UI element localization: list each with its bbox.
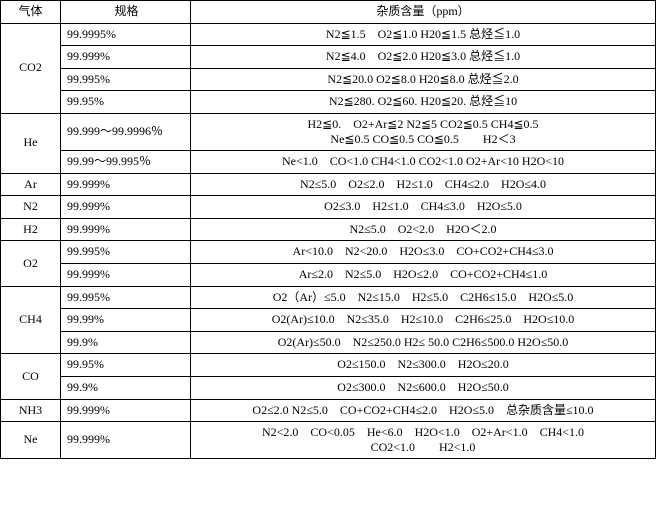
gas-cell: O2 <box>1 241 61 286</box>
gas-cell: NH3 <box>1 399 61 422</box>
impurity-cell: O2≤150.0 N2≤300.0 H2O≤20.0 <box>191 354 656 377</box>
spec-cell: 99.95% <box>61 91 191 114</box>
impurity-cell: O2(Ar)≤10.0 N2≤35.0 H2≤10.0 C2H6≤25.0 H2… <box>191 309 656 332</box>
spec-cell: 99.999% <box>61 196 191 219</box>
table-row: Ne99.999%N2<2.0 CO<0.05 He<6.0 H2O<1.0 O… <box>1 422 656 459</box>
spec-cell: 99.995% <box>61 286 191 309</box>
table-row: CO299.9995%N2≦1.5 O2≦1.0 H20≦1.5 总烃≦1.0 <box>1 23 656 46</box>
table-row: 99.9%O2(Ar)≤50.0 N2≤250.0 H2≤ 50.0 C2H6≤… <box>1 331 656 354</box>
table-row: H299.999%N2≤5.0 O2<2.0 H2O＜2.0 <box>1 218 656 241</box>
table-row: He99.999～99.9996％H2≦0. O2+Ar≦2 N2≦5 CO2≦… <box>1 113 656 150</box>
gas-cell: N2 <box>1 196 61 219</box>
spec-cell: 99.95% <box>61 354 191 377</box>
gas-cell: Ar <box>1 173 61 196</box>
table-row: 99.99%O2(Ar)≤10.0 N2≤35.0 H2≤10.0 C2H6≤2… <box>1 309 656 332</box>
header-impurity: 杂质含量（ppm） <box>191 1 656 24</box>
impurity-cell: O2≤2.0 N2≤5.0 CO+CO2+CH4≤2.0 H2O≤5.0 总杂质… <box>191 399 656 422</box>
spec-cell: 99.999% <box>61 263 191 286</box>
spec-cell: 99.995% <box>61 68 191 91</box>
gas-cell: Ne <box>1 422 61 459</box>
impurity-cell: N2≦280. O2≦60. H20≦20. 总烃≦10 <box>191 91 656 114</box>
table-row: 99.999%N2≦4.0 O2≦2.0 H20≦3.0 总烃≦1.0 <box>1 46 656 69</box>
impurity-cell: N2≤5.0 O2<2.0 H2O＜2.0 <box>191 218 656 241</box>
spec-cell: 99.99% <box>61 309 191 332</box>
spec-cell: 99.9995% <box>61 23 191 46</box>
impurity-cell: Ne<1.0 CO<1.0 CH4<1.0 CO2<1.0 O2+Ar<10 H… <box>191 150 656 173</box>
table-row: 99.95%N2≦280. O2≦60. H20≦20. 总烃≦10 <box>1 91 656 114</box>
impurity-cell: N2≦20.0 O2≦8.0 H20≦8.0 总烃≦2.0 <box>191 68 656 91</box>
table-header-row: 气体 规格 杂质含量（ppm） <box>1 1 656 24</box>
table-row: NH399.999%O2≤2.0 N2≤5.0 CO+CO2+CH4≤2.0 H… <box>1 399 656 422</box>
impurity-cell: N2≤5.0 O2≤2.0 H2≤1.0 CH4≤2.0 H2O≤4.0 <box>191 173 656 196</box>
spec-cell: 99.99～99.995％ <box>61 150 191 173</box>
impurity-cell: H2≦0. O2+Ar≦2 N2≦5 CO2≦0.5 CH4≦0.5Ne≦0.5… <box>191 113 656 150</box>
table-row: Ar99.999%N2≤5.0 O2≤2.0 H2≤1.0 CH4≤2.0 H2… <box>1 173 656 196</box>
gas-cell: He <box>1 113 61 173</box>
spec-cell: 99.999～99.9996％ <box>61 113 191 150</box>
table-row: 99.999%Ar≤2.0 N2≤5.0 H2O≤2.0 CO+CO2+CH4≤… <box>1 263 656 286</box>
impurity-cell: O2(Ar)≤50.0 N2≤250.0 H2≤ 50.0 C2H6≤500.0… <box>191 331 656 354</box>
table-row: N299.999%O2≤3.0 H2≤1.0 CH4≤3.0 H2O≤5.0 <box>1 196 656 219</box>
table-row: 99.995%N2≦20.0 O2≦8.0 H20≦8.0 总烃≦2.0 <box>1 68 656 91</box>
spec-cell: 99.999% <box>61 173 191 196</box>
table-row: O299.995%Ar<10.0 N2<20.0 H2O≤3.0 CO+CO2+… <box>1 241 656 264</box>
impurity-cell: Ar<10.0 N2<20.0 H2O≤3.0 CO+CO2+CH4≤3.0 <box>191 241 656 264</box>
gas-spec-table: 气体 规格 杂质含量（ppm） CO299.9995%N2≦1.5 O2≦1.0… <box>0 0 656 459</box>
spec-cell: 99.999% <box>61 399 191 422</box>
spec-cell: 99.999% <box>61 46 191 69</box>
impurity-cell: O2（Ar）≤5.0 N2≤15.0 H2≤5.0 C2H6≤15.0 H2O≤… <box>191 286 656 309</box>
table-row: CO99.95%O2≤150.0 N2≤300.0 H2O≤20.0 <box>1 354 656 377</box>
table-row: CH499.995%O2（Ar）≤5.0 N2≤15.0 H2≤5.0 C2H6… <box>1 286 656 309</box>
spec-cell: 99.9% <box>61 376 191 399</box>
header-gas: 气体 <box>1 1 61 24</box>
gas-cell: CO2 <box>1 23 61 113</box>
impurity-cell: N2≦4.0 O2≦2.0 H20≦3.0 总烃≦1.0 <box>191 46 656 69</box>
spec-cell: 99.999% <box>61 218 191 241</box>
header-spec: 规格 <box>61 1 191 24</box>
impurity-cell: O2≤300.0 N2≤600.0 H2O≤50.0 <box>191 376 656 399</box>
gas-cell: CO <box>1 354 61 399</box>
table-body: CO299.9995%N2≦1.5 O2≦1.0 H20≦1.5 总烃≦1.09… <box>1 23 656 459</box>
table-row: 99.9%O2≤300.0 N2≤600.0 H2O≤50.0 <box>1 376 656 399</box>
spec-cell: 99.9% <box>61 331 191 354</box>
impurity-cell: O2≤3.0 H2≤1.0 CH4≤3.0 H2O≤5.0 <box>191 196 656 219</box>
gas-cell: H2 <box>1 218 61 241</box>
impurity-cell: Ar≤2.0 N2≤5.0 H2O≤2.0 CO+CO2+CH4≤1.0 <box>191 263 656 286</box>
impurity-cell: N2<2.0 CO<0.05 He<6.0 H2O<1.0 O2+Ar<1.0 … <box>191 422 656 459</box>
impurity-cell: N2≦1.5 O2≦1.0 H20≦1.5 总烃≦1.0 <box>191 23 656 46</box>
gas-cell: CH4 <box>1 286 61 354</box>
spec-cell: 99.995% <box>61 241 191 264</box>
spec-cell: 99.999% <box>61 422 191 459</box>
table-row: 99.99～99.995％Ne<1.0 CO<1.0 CH4<1.0 CO2<1… <box>1 150 656 173</box>
